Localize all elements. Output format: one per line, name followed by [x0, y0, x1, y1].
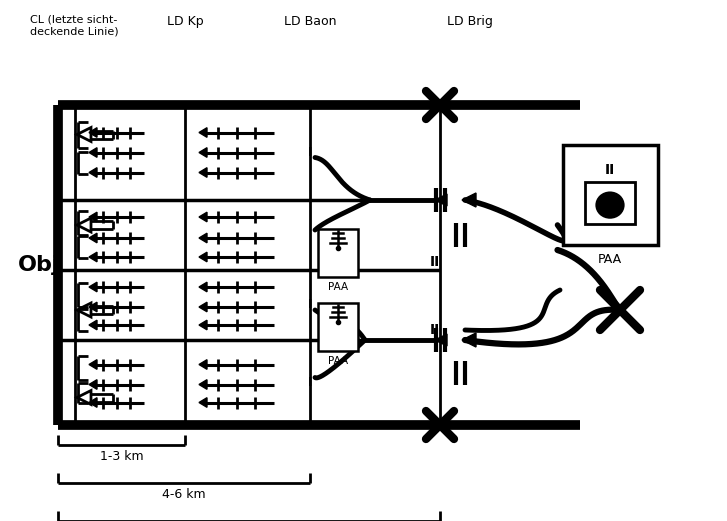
Text: LD Kp: LD Kp — [166, 15, 204, 28]
Text: I: I — [308, 146, 313, 159]
Polygon shape — [199, 359, 207, 369]
Text: LD Baon: LD Baon — [284, 15, 337, 28]
Polygon shape — [89, 168, 97, 177]
Bar — [318, 229, 358, 277]
Polygon shape — [89, 282, 97, 292]
Text: I: I — [308, 376, 313, 389]
Text: II: II — [430, 255, 440, 269]
Ellipse shape — [596, 192, 624, 218]
Bar — [563, 145, 657, 245]
Polygon shape — [435, 334, 447, 346]
Polygon shape — [89, 302, 97, 312]
Polygon shape — [89, 320, 97, 330]
Text: I: I — [308, 299, 313, 312]
Polygon shape — [462, 193, 476, 207]
Polygon shape — [199, 168, 207, 177]
Text: II: II — [430, 323, 440, 337]
Polygon shape — [199, 302, 207, 312]
Text: PAA: PAA — [598, 253, 622, 266]
Polygon shape — [199, 212, 207, 222]
Polygon shape — [89, 252, 97, 262]
Polygon shape — [89, 128, 97, 138]
Text: PAA: PAA — [328, 356, 348, 366]
Text: 1-3 km: 1-3 km — [100, 450, 143, 463]
Polygon shape — [199, 398, 207, 407]
Polygon shape — [89, 359, 97, 369]
Polygon shape — [89, 398, 97, 407]
Bar — [585, 182, 635, 224]
Polygon shape — [199, 320, 207, 330]
Polygon shape — [199, 147, 207, 157]
Polygon shape — [199, 380, 207, 389]
Polygon shape — [89, 147, 97, 157]
Text: CL (letzte sicht-
deckende Linie): CL (letzte sicht- deckende Linie) — [30, 15, 119, 36]
Polygon shape — [89, 233, 97, 243]
Polygon shape — [199, 252, 207, 262]
Polygon shape — [435, 194, 447, 206]
Polygon shape — [89, 380, 97, 389]
Text: 4-6 km: 4-6 km — [162, 488, 206, 501]
Text: II: II — [605, 163, 615, 177]
Polygon shape — [199, 233, 207, 243]
Polygon shape — [199, 282, 207, 292]
Polygon shape — [199, 128, 207, 138]
Bar — [318, 303, 358, 351]
Text: LD Brig: LD Brig — [447, 15, 493, 28]
Text: PAA: PAA — [328, 282, 348, 292]
Text: Obj: Obj — [18, 255, 60, 275]
Polygon shape — [462, 333, 476, 347]
Polygon shape — [89, 212, 97, 222]
